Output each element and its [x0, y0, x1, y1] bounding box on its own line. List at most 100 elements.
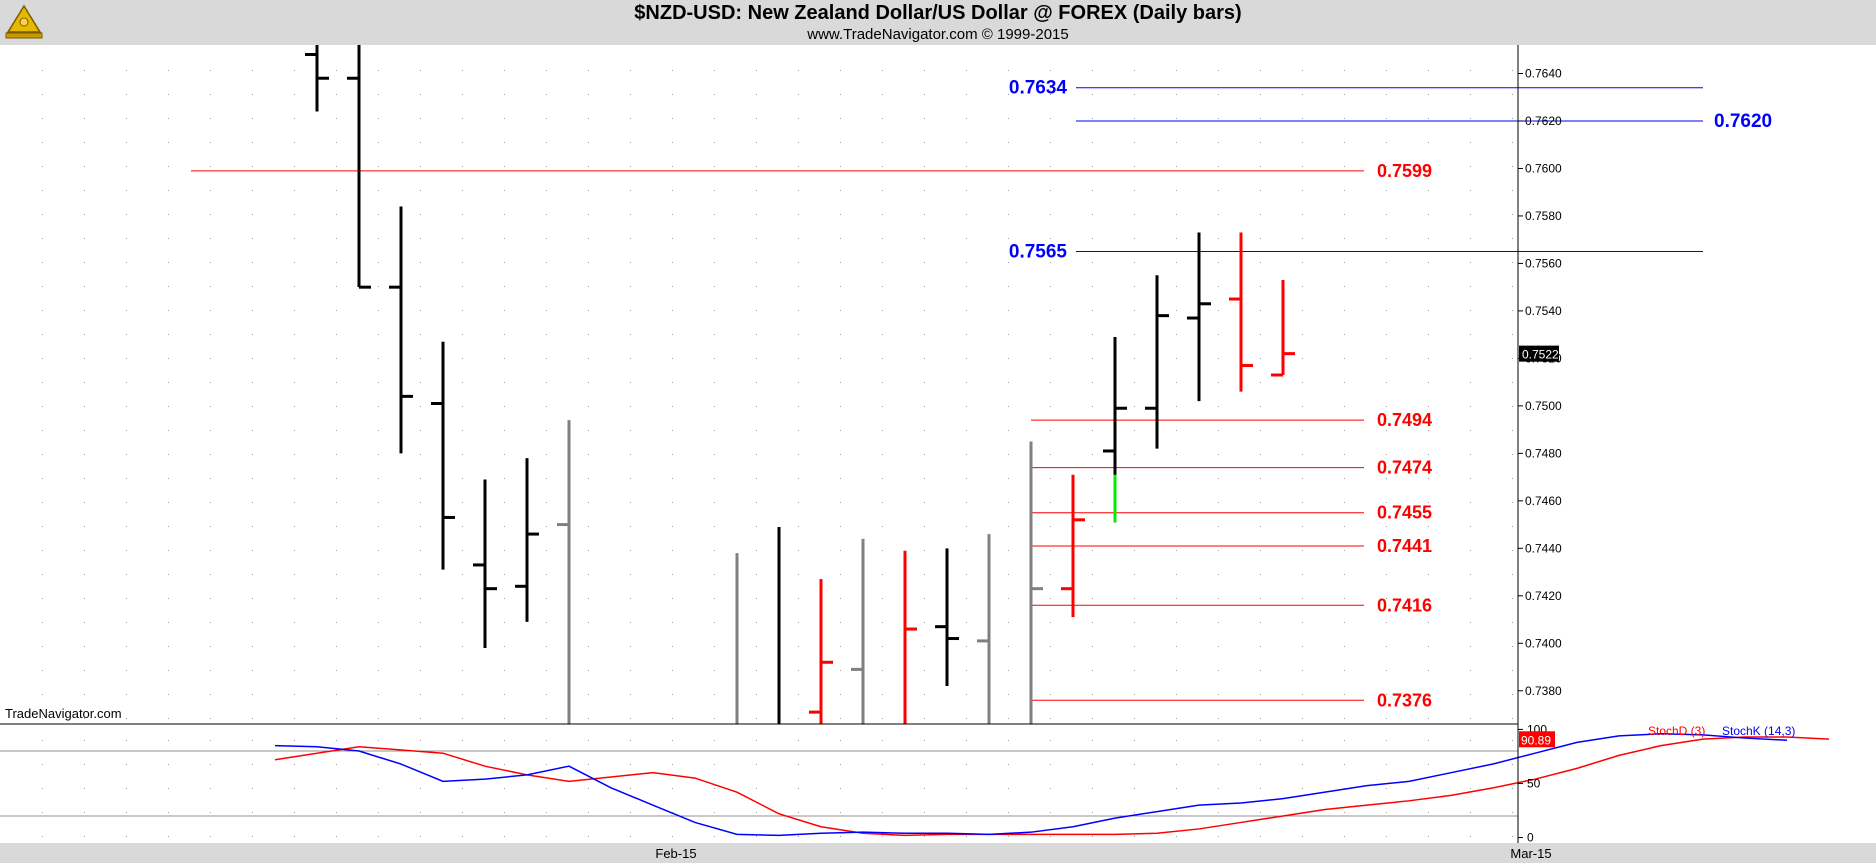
grid-dots [42, 70, 1513, 837]
grid-dot [882, 526, 883, 527]
grid-dot [672, 118, 673, 119]
grid-dot [84, 406, 85, 407]
grid-dot [1008, 70, 1009, 71]
grid-dot [1302, 718, 1303, 719]
grid-dot [1386, 454, 1387, 455]
grid-dot [252, 622, 253, 623]
grid-dot [504, 788, 505, 789]
grid-dot [378, 382, 379, 383]
grid-dot [168, 550, 169, 551]
grid-dot [1092, 622, 1093, 623]
grid-dot [840, 310, 841, 311]
grid-dot [210, 646, 211, 647]
grid-dot [882, 262, 883, 263]
level-label: 0.7441 [1377, 536, 1432, 556]
grid-dot [588, 764, 589, 765]
grid-dot [630, 646, 631, 647]
grid-dot [1428, 550, 1429, 551]
grid-dot [252, 718, 253, 719]
grid-dot [714, 836, 715, 837]
grid-dot [1260, 526, 1261, 527]
grid-dot [840, 430, 841, 431]
grid-dot [126, 430, 127, 431]
grid-dot [1512, 836, 1513, 837]
grid-dot [672, 764, 673, 765]
grid-dot [1092, 478, 1093, 479]
grid-dot [1050, 118, 1051, 119]
grid-dot [126, 118, 127, 119]
grid-dot [1050, 646, 1051, 647]
grid-dot [42, 382, 43, 383]
grid-dot [504, 406, 505, 407]
grid-dot [1008, 406, 1009, 407]
grid-dot [84, 166, 85, 167]
grid-dot [504, 622, 505, 623]
level-label: 0.7474 [1377, 458, 1432, 478]
grid-dot [966, 478, 967, 479]
grid-dot [42, 670, 43, 671]
grid-dot [1302, 836, 1303, 837]
grid-dot [294, 670, 295, 671]
grid-dot [1386, 502, 1387, 503]
grid-dot [1050, 334, 1051, 335]
grid-dot [1050, 812, 1051, 813]
grid-dot [798, 406, 799, 407]
grid-dot [714, 788, 715, 789]
y-tick-label: 0.7440 [1525, 541, 1562, 555]
grid-dot [1218, 94, 1219, 95]
grid-dot [420, 310, 421, 311]
grid-dot [210, 740, 211, 741]
grid-dot [1050, 430, 1051, 431]
grid-dot [168, 764, 169, 765]
grid-dot [966, 812, 967, 813]
grid-dot [1302, 454, 1303, 455]
grid-dot [378, 286, 379, 287]
grid-dot [798, 214, 799, 215]
grid-dot [462, 262, 463, 263]
grid-dot [630, 478, 631, 479]
grid-dot [1470, 262, 1471, 263]
grid-dot [1386, 622, 1387, 623]
grid-dot [672, 646, 673, 647]
grid-dot [714, 526, 715, 527]
grid-dot [210, 262, 211, 263]
grid-dot [168, 382, 169, 383]
grid-dot [1512, 598, 1513, 599]
grid-dot [1008, 262, 1009, 263]
grid-dot [882, 334, 883, 335]
grid-dot [1470, 740, 1471, 741]
grid-dot [588, 718, 589, 719]
grid-dot [252, 812, 253, 813]
grid-dot [672, 502, 673, 503]
grid-dot [168, 262, 169, 263]
grid-dot [1176, 406, 1177, 407]
grid-dot [882, 406, 883, 407]
grid-dot [672, 214, 673, 215]
grid-dot [42, 70, 43, 71]
grid-dot [672, 190, 673, 191]
grid-dot [882, 70, 883, 71]
grid-dot [882, 382, 883, 383]
grid-dot [1008, 142, 1009, 143]
grid-dot [1344, 262, 1345, 263]
grid-dot [1344, 454, 1345, 455]
grid-dot [1134, 718, 1135, 719]
grid-dot [1512, 334, 1513, 335]
grid-dot [1218, 718, 1219, 719]
grid-dot [504, 740, 505, 741]
grid-dot [714, 286, 715, 287]
grid-dot [924, 670, 925, 671]
grid-dot [294, 406, 295, 407]
grid-dot [252, 740, 253, 741]
grid-dot [966, 334, 967, 335]
grid-dot [1260, 788, 1261, 789]
grid-dot [84, 334, 85, 335]
grid-dot [1470, 454, 1471, 455]
grid-dot [1008, 740, 1009, 741]
grid-dot [1134, 214, 1135, 215]
grid-dot [504, 812, 505, 813]
grid-dot [546, 646, 547, 647]
grid-dot [1218, 118, 1219, 119]
grid-dot [630, 502, 631, 503]
